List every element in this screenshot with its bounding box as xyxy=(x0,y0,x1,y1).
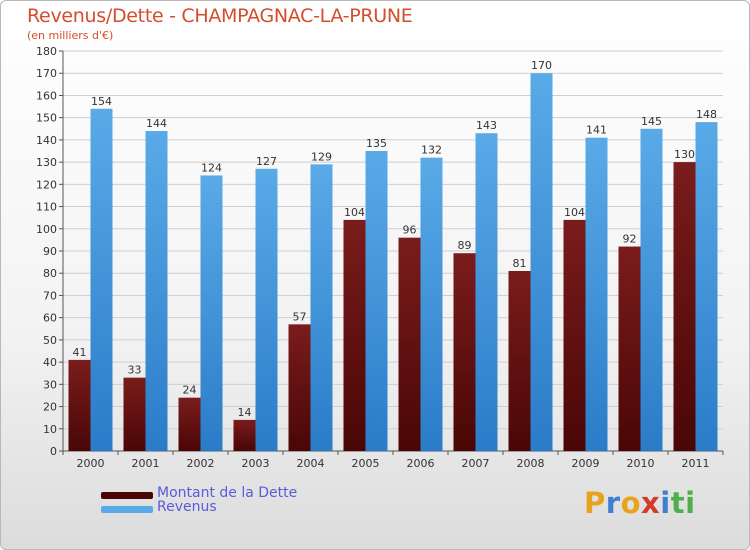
bar-revenue xyxy=(145,131,168,451)
data-label-debt: 41 xyxy=(73,346,87,359)
y-tick-label: 60 xyxy=(43,312,57,325)
y-tick-label: 0 xyxy=(50,445,57,458)
bar-revenue xyxy=(200,175,223,451)
bar-debt xyxy=(178,397,201,451)
x-tick-label: 2003 xyxy=(242,457,270,470)
data-label-debt: 24 xyxy=(183,384,197,397)
bar-debt xyxy=(288,324,311,451)
x-tick-label: 2004 xyxy=(297,457,325,470)
y-tick-label: 130 xyxy=(36,156,57,169)
proxiti-logo[interactable]: Proxiti xyxy=(584,486,696,520)
legend-swatch-debt xyxy=(101,492,153,499)
logo-letter: x xyxy=(641,486,661,520)
bar-debt xyxy=(563,219,586,451)
data-label-debt: 130 xyxy=(674,148,695,161)
y-tick-label: 80 xyxy=(43,267,57,280)
data-label-debt: 14 xyxy=(238,406,252,419)
bar-revenue xyxy=(255,168,278,451)
data-label-debt: 81 xyxy=(513,257,527,270)
y-tick-label: 120 xyxy=(36,178,57,191)
chart-subtitle: (en milliers d'€) xyxy=(27,29,114,42)
bar-debt xyxy=(673,162,696,451)
y-tick-label: 30 xyxy=(43,378,57,391)
bar-debt xyxy=(233,419,256,451)
bar-revenue xyxy=(640,128,663,451)
x-tick-label: 2007 xyxy=(462,457,490,470)
x-tick-label: 2010 xyxy=(627,457,655,470)
y-tick-label: 160 xyxy=(36,89,57,102)
data-label-debt: 104 xyxy=(564,206,585,219)
bar-revenue xyxy=(530,73,553,451)
y-tick-label: 90 xyxy=(43,245,57,258)
legend-swatch-revenue xyxy=(101,506,153,513)
data-label-debt: 92 xyxy=(623,233,637,246)
x-tick-label: 2001 xyxy=(132,457,160,470)
data-label-revenue: 129 xyxy=(311,150,332,163)
bar-debt xyxy=(123,377,146,451)
data-label-debt: 57 xyxy=(293,310,307,323)
bar-revenue xyxy=(695,122,718,451)
x-tick-label: 2011 xyxy=(682,457,710,470)
data-label-revenue: 127 xyxy=(256,155,277,168)
y-tick-label: 50 xyxy=(43,334,57,347)
x-tick-label: 2006 xyxy=(407,457,435,470)
y-tick-label: 170 xyxy=(36,67,57,80)
bar-debt xyxy=(508,271,531,451)
bar-debt xyxy=(618,246,641,451)
logo-letter: t xyxy=(670,486,686,520)
y-tick-label: 20 xyxy=(43,401,57,414)
data-label-debt: 89 xyxy=(458,239,472,252)
data-label-revenue: 124 xyxy=(201,161,222,174)
y-tick-label: 10 xyxy=(43,423,57,436)
bar-debt xyxy=(343,219,366,451)
x-tick-label: 2002 xyxy=(187,457,215,470)
x-tick-label: 2000 xyxy=(77,457,105,470)
x-tick-label: 2005 xyxy=(352,457,380,470)
data-label-revenue: 141 xyxy=(586,124,607,137)
bar-revenue xyxy=(310,164,333,452)
data-label-revenue: 135 xyxy=(366,137,387,150)
y-tick-label: 150 xyxy=(36,112,57,125)
logo-letter: r xyxy=(605,486,621,520)
data-label-revenue: 154 xyxy=(91,95,112,108)
data-label-revenue: 143 xyxy=(476,119,497,132)
bar-revenue xyxy=(365,151,388,451)
legend-label-debt: Montant de la Dette xyxy=(157,485,298,501)
logo-letter: i xyxy=(660,486,671,520)
data-label-debt: 104 xyxy=(344,206,365,219)
y-tick-label: 100 xyxy=(36,223,57,236)
data-label-revenue: 132 xyxy=(421,144,442,157)
data-label-revenue: 170 xyxy=(531,59,552,72)
logo-letter: o xyxy=(620,486,642,520)
bar-debt xyxy=(453,253,476,451)
bar-revenue xyxy=(585,137,608,451)
logo-letter: P xyxy=(584,486,606,520)
x-tick-label: 2008 xyxy=(517,457,545,470)
bar-revenue xyxy=(90,108,113,452)
x-tick-label: 2009 xyxy=(572,457,600,470)
y-tick-label: 70 xyxy=(43,289,57,302)
y-tick-label: 140 xyxy=(36,134,57,147)
chart-title: Revenus/Dette - CHAMPAGNAC-LA-PRUNE xyxy=(27,5,413,27)
logo-letter: i xyxy=(685,486,696,520)
data-label-revenue: 148 xyxy=(696,108,717,121)
y-tick-label: 180 xyxy=(36,45,57,58)
data-label-revenue: 144 xyxy=(146,117,167,130)
data-label-debt: 96 xyxy=(403,224,417,237)
bar-revenue xyxy=(475,133,498,451)
bar-revenue xyxy=(420,157,443,451)
y-tick-label: 110 xyxy=(36,201,57,214)
data-label-revenue: 145 xyxy=(641,115,662,128)
data-label-debt: 33 xyxy=(128,364,142,377)
legend-label-revenue: Revenus xyxy=(157,499,217,515)
y-tick-label: 40 xyxy=(43,356,57,369)
bar-debt xyxy=(68,359,91,451)
bar-debt xyxy=(398,237,421,451)
